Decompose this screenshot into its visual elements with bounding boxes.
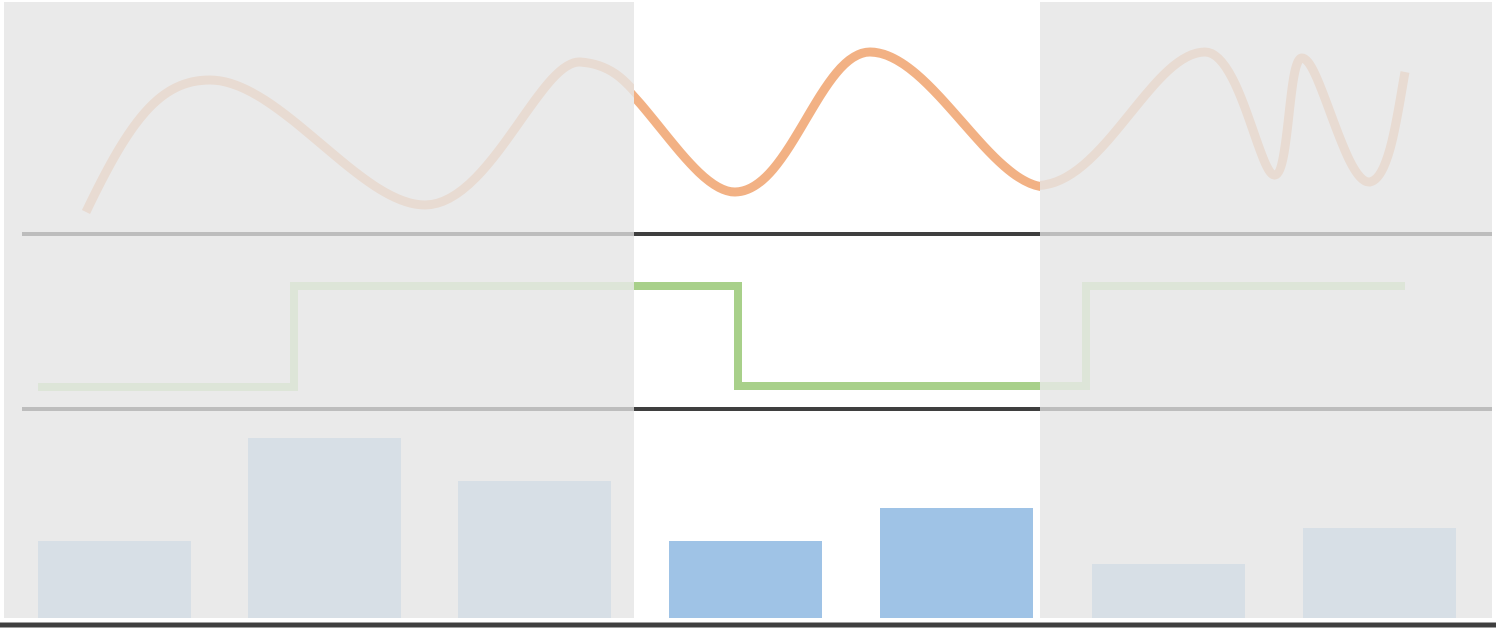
bar-dim	[248, 438, 401, 618]
wave-panel	[22, 47, 1492, 236]
wave-line-dim	[81, 57, 634, 214]
bar-dim	[38, 541, 191, 618]
bar	[669, 541, 822, 618]
step-line-dim	[1040, 282, 1405, 390]
wave-line	[634, 47, 1040, 197]
dim-region-right	[1040, 2, 1492, 618]
step-line	[634, 282, 1040, 390]
step-line-dim	[38, 282, 634, 391]
bar-dim	[1303, 528, 1456, 618]
bar	[880, 508, 1033, 618]
step-panel	[22, 282, 1492, 411]
bar-dim	[1092, 564, 1245, 618]
bars-panel	[38, 438, 1456, 618]
wave-line-dim	[1040, 47, 1410, 190]
bar-dim	[458, 481, 611, 618]
